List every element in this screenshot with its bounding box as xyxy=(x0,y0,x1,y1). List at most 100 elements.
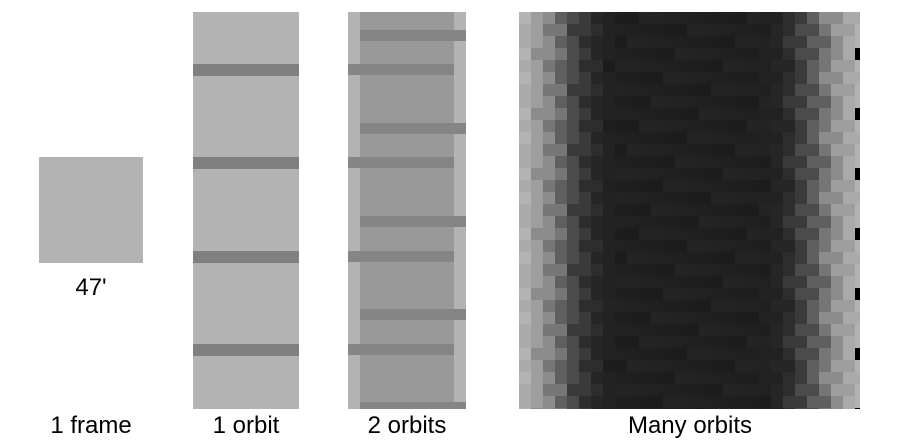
coverage-cell xyxy=(831,180,843,192)
coverage-cell xyxy=(831,36,843,48)
coverage-cell xyxy=(531,264,543,276)
coverage-cell xyxy=(795,96,807,108)
coverage-cell xyxy=(783,360,795,372)
coverage-cell xyxy=(747,288,759,300)
coverage-cell xyxy=(651,180,663,192)
coverage-cell xyxy=(783,144,795,156)
coverage-cell xyxy=(675,324,687,336)
coverage-cell xyxy=(807,312,819,324)
coverage-cell xyxy=(675,336,687,348)
coverage-cell xyxy=(555,252,567,264)
coverage-cell xyxy=(519,408,531,409)
coverage-cell xyxy=(699,108,711,120)
coverage-cell xyxy=(711,180,723,192)
coverage-cell xyxy=(747,396,759,408)
coverage-cell xyxy=(579,24,591,36)
coverage-cell xyxy=(699,132,711,144)
coverage-cell xyxy=(723,384,735,396)
coverage-cell xyxy=(807,144,819,156)
coverage-cell xyxy=(843,348,855,360)
coverage-cell xyxy=(855,324,860,336)
coverage-cell xyxy=(579,132,591,144)
coverage-cell xyxy=(711,132,723,144)
coverage-cell xyxy=(579,324,591,336)
coverage-cell xyxy=(531,120,543,132)
orbit2-label: 2 orbits xyxy=(367,412,447,439)
coverage-cell xyxy=(627,156,639,168)
coverage-cell xyxy=(771,36,783,48)
coverage-cell xyxy=(747,180,759,192)
coverage-cell xyxy=(519,60,531,72)
coverage-cell xyxy=(591,132,603,144)
coverage-cell xyxy=(543,240,555,252)
coverage-cell xyxy=(591,360,603,372)
coverage-cell xyxy=(579,108,591,120)
coverage-cell xyxy=(651,132,663,144)
coverage-cell xyxy=(855,228,860,240)
coverage-cell xyxy=(699,276,711,288)
coverage-cell xyxy=(687,156,699,168)
coverage-cell xyxy=(759,396,771,408)
coverage-cell xyxy=(771,168,783,180)
coverage-cell xyxy=(531,396,543,408)
coverage-cell xyxy=(735,48,747,60)
orbit1-overlap-band-3 xyxy=(193,344,299,356)
coverage-cell xyxy=(759,360,771,372)
coverage-cell xyxy=(615,120,627,132)
coverage-cell xyxy=(699,300,711,312)
coverage-cell xyxy=(591,336,603,348)
coverage-cell xyxy=(555,384,567,396)
coverage-cell xyxy=(759,72,771,84)
coverage-cell xyxy=(555,300,567,312)
coverage-cell xyxy=(591,228,603,240)
coverage-cell xyxy=(543,324,555,336)
coverage-cell xyxy=(639,408,651,409)
coverage-cell xyxy=(579,312,591,324)
coverage-cell xyxy=(747,228,759,240)
coverage-cell xyxy=(531,108,543,120)
coverage-cell xyxy=(783,108,795,120)
coverage-cell xyxy=(687,396,699,408)
coverage-cell xyxy=(783,156,795,168)
coverage-cell xyxy=(795,84,807,96)
coverage-cell xyxy=(615,108,627,120)
coverage-cell xyxy=(603,372,615,384)
coverage-cell xyxy=(723,408,735,409)
coverage-cell xyxy=(675,348,687,360)
coverage-cell xyxy=(795,72,807,84)
coverage-cell xyxy=(795,264,807,276)
coverage-cell xyxy=(783,288,795,300)
coverage-cell xyxy=(843,36,855,48)
coverage-cell xyxy=(639,180,651,192)
coverage-cell xyxy=(747,324,759,336)
coverage-cell xyxy=(603,120,615,132)
coverage-cell xyxy=(759,324,771,336)
coverage-cell xyxy=(651,108,663,120)
coverage-cell xyxy=(531,252,543,264)
coverage-cell xyxy=(639,336,651,348)
coverage-cell xyxy=(819,240,831,252)
coverage-cell xyxy=(831,228,843,240)
many-panel xyxy=(519,12,860,409)
coverage-cell xyxy=(735,372,747,384)
coverage-cell xyxy=(663,168,675,180)
coverage-cell xyxy=(531,84,543,96)
coverage-cell xyxy=(843,384,855,396)
coverage-cell xyxy=(831,96,843,108)
coverage-cell xyxy=(567,168,579,180)
coverage-cell xyxy=(711,396,723,408)
coverage-cell xyxy=(663,84,675,96)
orbit2-strip xyxy=(348,12,466,409)
coverage-cell xyxy=(759,144,771,156)
coverage-cell xyxy=(543,216,555,228)
coverage-cell xyxy=(831,360,843,372)
coverage-cell xyxy=(819,288,831,300)
coverage-cell xyxy=(591,120,603,132)
coverage-cell xyxy=(603,96,615,108)
coverage-cell xyxy=(843,360,855,372)
coverage-cell xyxy=(519,396,531,408)
coverage-cell xyxy=(819,336,831,348)
coverage-cell xyxy=(855,60,860,72)
coverage-cell xyxy=(651,360,663,372)
coverage-cell xyxy=(783,216,795,228)
